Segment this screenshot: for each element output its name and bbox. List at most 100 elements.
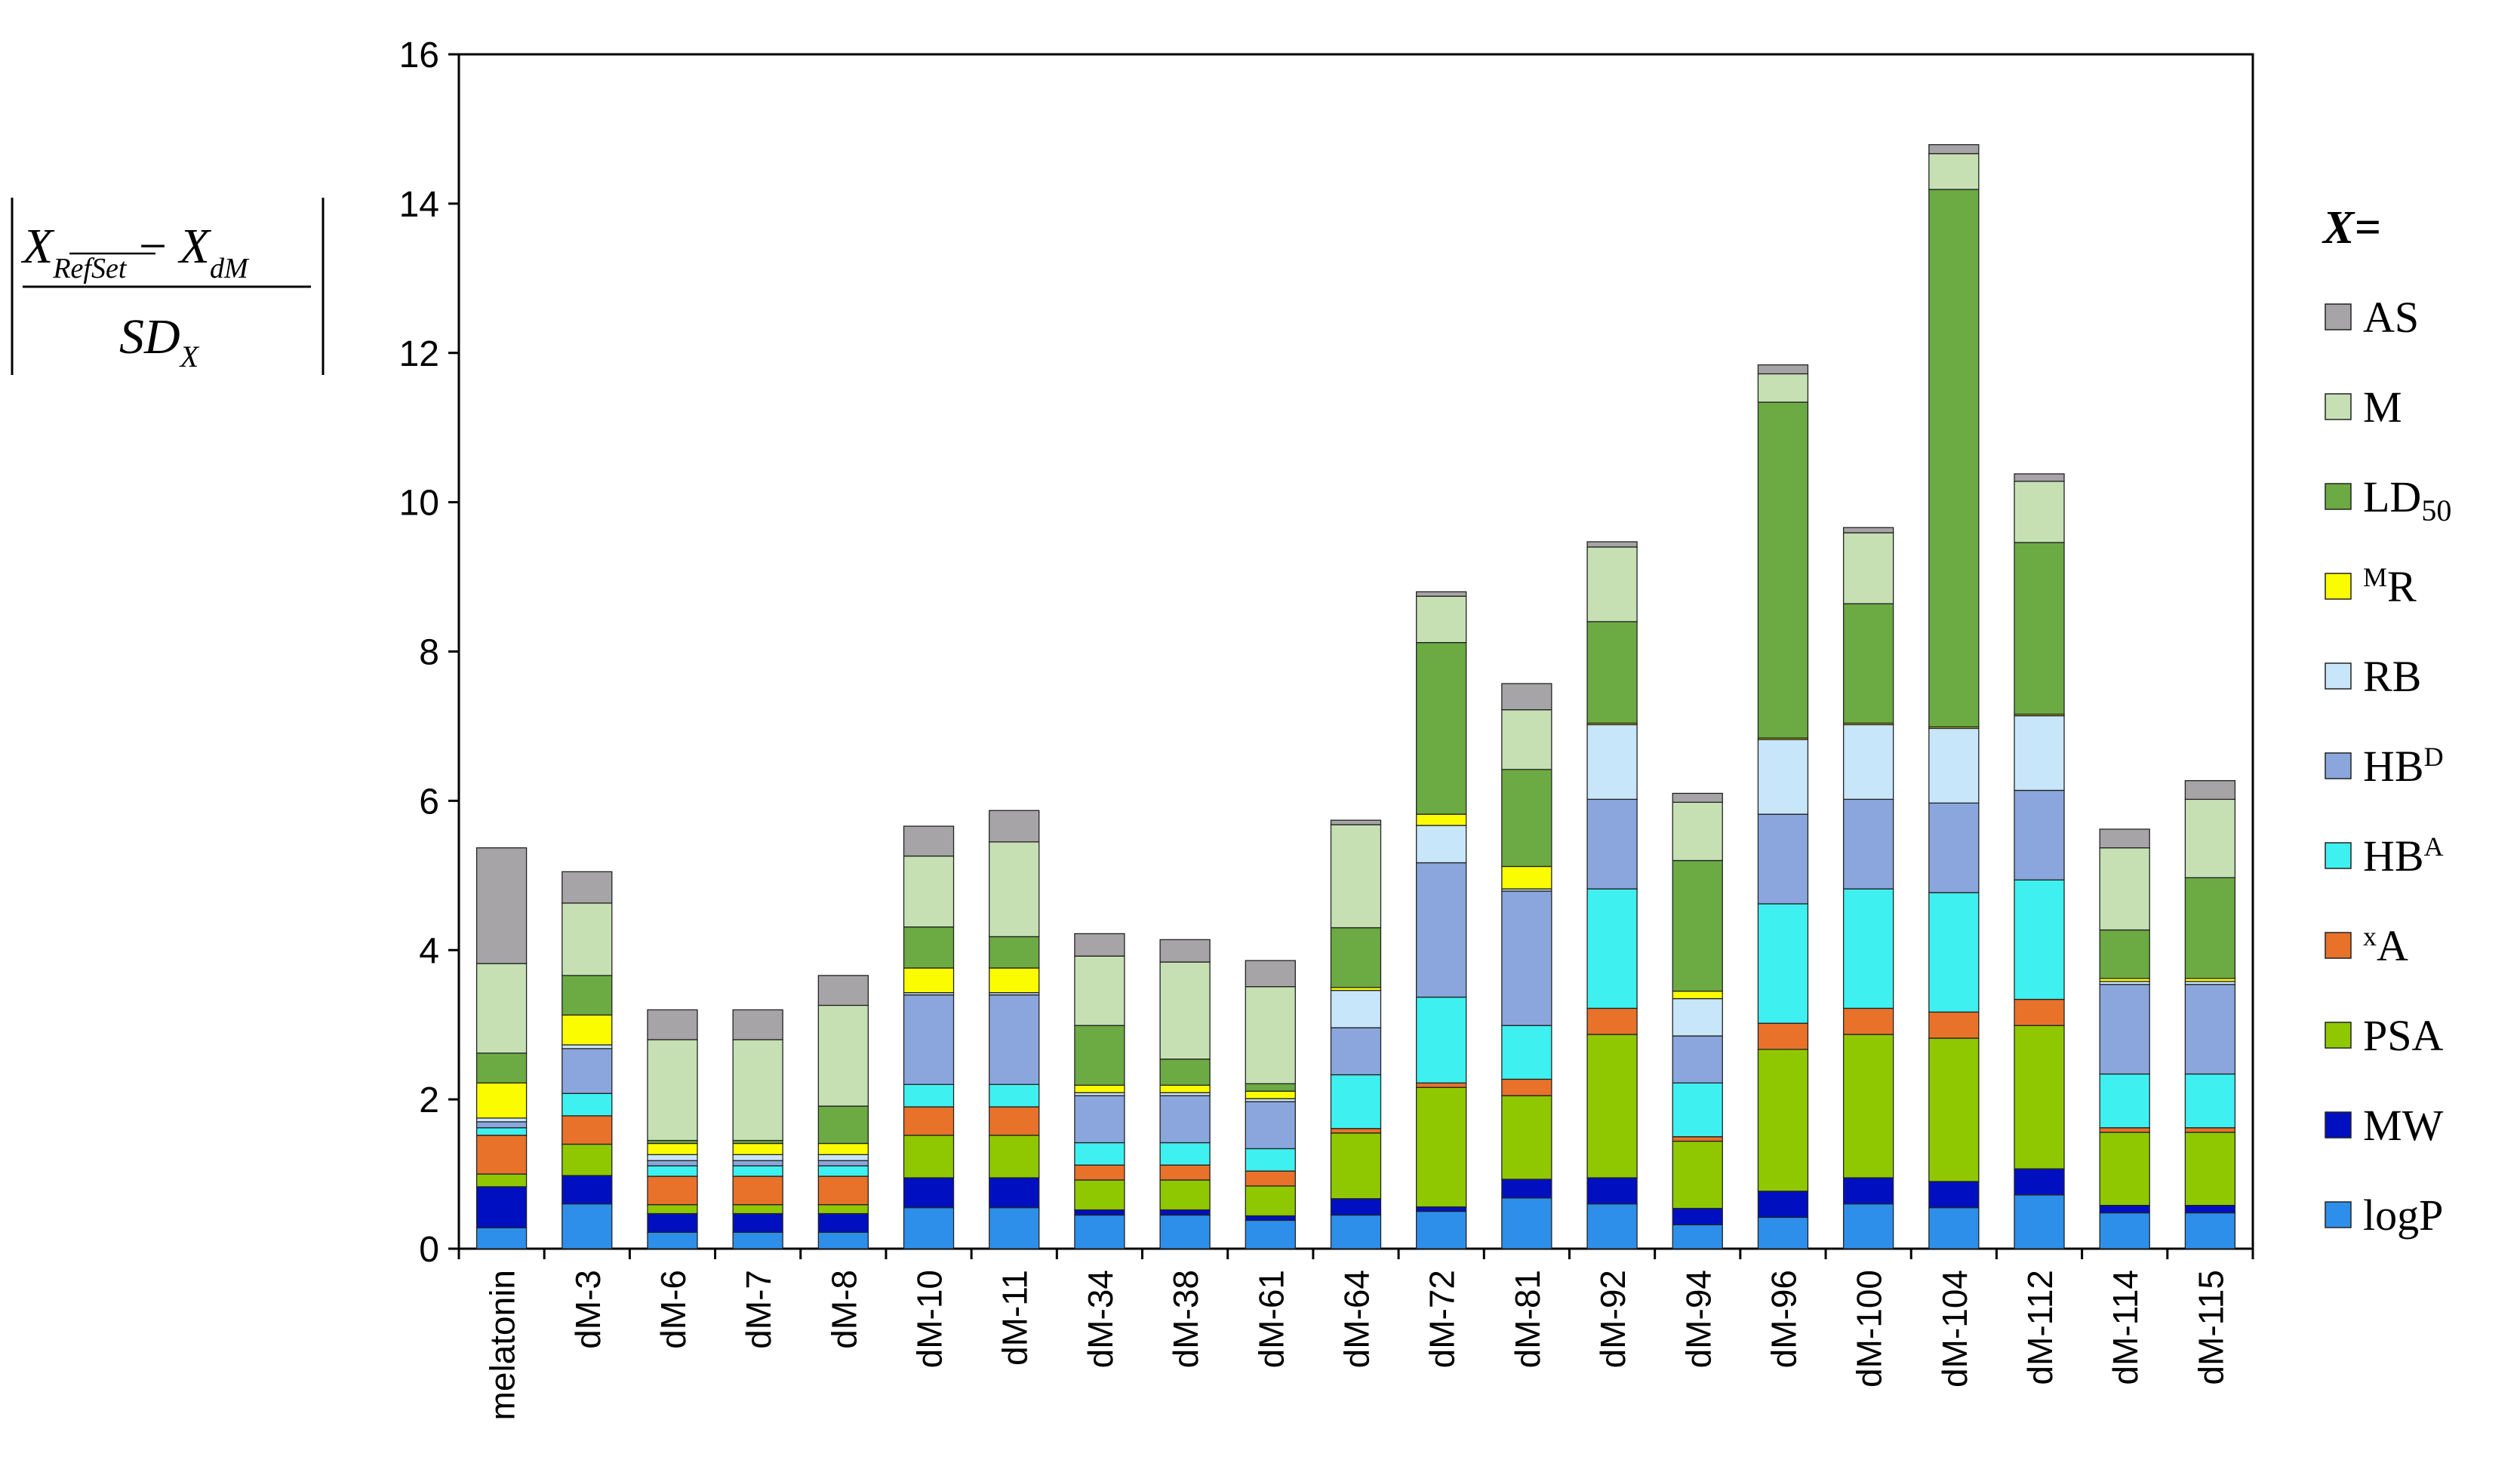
bar-segment-PSA-dM-104 [1928,1037,1980,1182]
bar-segment-logP-dM-112 [2014,1194,2065,1249]
bar-segment-RB-dM-104 [1928,727,1980,804]
bar-segment-M-dM-61 [1245,986,1296,1084]
bar-segment-HBA-dM-34 [1074,1142,1125,1166]
bar-segment-xA-dM-104 [1928,1011,1980,1039]
y-tick-label: 0 [419,1230,439,1270]
bar-segment-MR-dM-7 [732,1142,783,1155]
bar-segment-AS-dM-114 [2099,828,2150,849]
x-tick-label: dM-11 [995,1270,1035,1366]
legend-item-xA: xA [2325,921,2408,970]
formula-denominator: SDX [119,309,200,373]
bar-segment-xA-dM-81 [1501,1078,1552,1096]
bar-segment-xA-dM-10 [903,1106,955,1136]
bar-segment-HBA-dM-6 [647,1165,698,1177]
bar-segment-HBD-dM-34 [1074,1095,1125,1144]
y-tick-label: 8 [419,633,439,673]
y-tick-label: 4 [419,931,439,971]
bar-segment-logP-dM-114 [2099,1212,2150,1249]
bar-segment-LD50-dM-11 [989,936,1040,969]
bar-segment-logP-dM-10 [903,1206,955,1249]
bar-segment-HBD-dM-112 [2014,789,2065,880]
bar-segment-LD50-dM-72 [1416,641,1467,815]
bar-segment-M-dM-3 [562,902,613,976]
bar-segment-PSA-dM-100 [1842,1034,1894,1179]
bar-segment-HBD-dM-11 [989,994,1040,1085]
legend-label-PSA: PSA [2363,1011,2444,1060]
x-tick-label: dM-94 [1678,1270,1718,1368]
bar-segment-RB-dM-8 [817,1154,869,1161]
bar-segment-HBD-dM-92 [1586,798,1638,890]
y-tick-label: 12 [399,334,439,374]
bar-segment-HBA-dM-94 [1672,1082,1723,1138]
bar-segment-RB-dM-6 [647,1154,698,1161]
x-tick-label: dM-72 [1423,1270,1462,1368]
legend-swatch-MW [2325,1111,2352,1139]
bar-segment-HBA-dM-11 [989,1083,1040,1108]
bar-segment-PSA-dM-3 [562,1143,613,1176]
bar-segment-RB-dM-64 [1330,990,1382,1028]
bar-segment-HBD-dM-94 [1672,1035,1723,1084]
bar-segment-xA-dM-64 [1330,1128,1382,1134]
bar-segment-logP-dM-8 [817,1231,869,1249]
bar-segment-AS-dM-112 [2014,473,2065,482]
bar-segment-xA-dM-114 [2099,1127,2150,1133]
bar-segment-MW-dM-64 [1330,1198,1382,1216]
legend-swatch-AS [2325,303,2352,330]
bar-segment-HBD-dM-7 [732,1160,783,1166]
x-tick-label: dM-100 [1850,1270,1889,1388]
bar-segment-MW-dM-38 [1159,1209,1211,1216]
legend-label-MR: MR [2363,562,2417,611]
bar-segment-LD50-dM-8 [817,1105,869,1145]
bar-segment-LD50-dM-3 [562,975,613,1016]
legend-swatch-HBA [2325,842,2352,869]
legend-label-LD50: LD50 [2363,472,2451,527]
x-tick-label: dM-114 [2106,1270,2145,1385]
legend-item-LD50: LD50 [2325,472,2451,527]
bar-segment-PSA-melatonin [475,1173,528,1188]
bar-segment-MW-dM-114 [2099,1204,2150,1214]
bar-segment-AS-dM-115 [2184,780,2236,801]
x-tick-label: dM-7 [739,1270,778,1349]
bar-segment-M-dM-94 [1672,801,1723,862]
bar-segment-logP-dM-11 [989,1206,1040,1249]
bar-segment-HBA-dM-104 [1928,892,1980,1013]
legend-swatch-M [2325,393,2352,420]
bar-segment-MW-dM-61 [1245,1215,1296,1222]
bar-segment-HBD-dM-96 [1757,813,1809,905]
bar-segment-xA-dM-8 [817,1176,869,1206]
bar-segment-M-dM-38 [1159,961,1211,1060]
bar-segment-PSA-dM-115 [2184,1132,2236,1206]
bar-segment-logP-dM-100 [1842,1203,1894,1249]
bar-segment-HBD-dM-100 [1842,798,1894,890]
bar-segment-HBD-dM-104 [1928,802,1980,893]
bar-segment-MR-dM-11 [989,967,1040,994]
bar-segment-HBA-dM-92 [1586,888,1638,1010]
bar-segment-LD50-dM-100 [1842,603,1894,724]
x-tick-label: dM-3 [568,1270,608,1349]
bar-segment-PSA-dM-61 [1245,1185,1296,1217]
bar-segment-LD50-dM-104 [1928,189,1980,728]
bar-segment-MW-dM-100 [1842,1177,1894,1205]
bar-segment-MW-dM-104 [1928,1181,1980,1209]
bar-segment-LD50-dM-34 [1074,1025,1125,1086]
bar-segment-AS-dM-3 [562,871,613,904]
bar-segment-xA-dM-92 [1586,1007,1638,1035]
bar-segment-HBA-dM-10 [903,1083,955,1108]
legend-item-HBA: HBA [2325,831,2444,880]
bar-segment-M-dM-64 [1330,824,1382,929]
legend-swatch-logP [2325,1201,2352,1228]
bar-segment-HBA-dM-81 [1501,1025,1552,1080]
bar-segment-MW-dM-96 [1757,1191,1809,1219]
bar-segment-xA-dM-11 [989,1106,1040,1136]
x-tick-label: dM-92 [1593,1270,1632,1368]
bar-segment-AS-melatonin [475,847,528,964]
legend-item-M: M [2325,383,2402,432]
bar-segment-MW-dM-6 [647,1212,698,1233]
legend-item-HBD: HBD [2325,742,2444,791]
bar-segment-LD50-dM-112 [2014,542,2065,715]
bar-segment-M-dM-81 [1501,709,1552,770]
bar-segment-MW-dM-34 [1074,1209,1125,1216]
legend-item-PSA: PSA [2325,1011,2444,1060]
legend-label-logP: logP [2363,1191,2443,1240]
